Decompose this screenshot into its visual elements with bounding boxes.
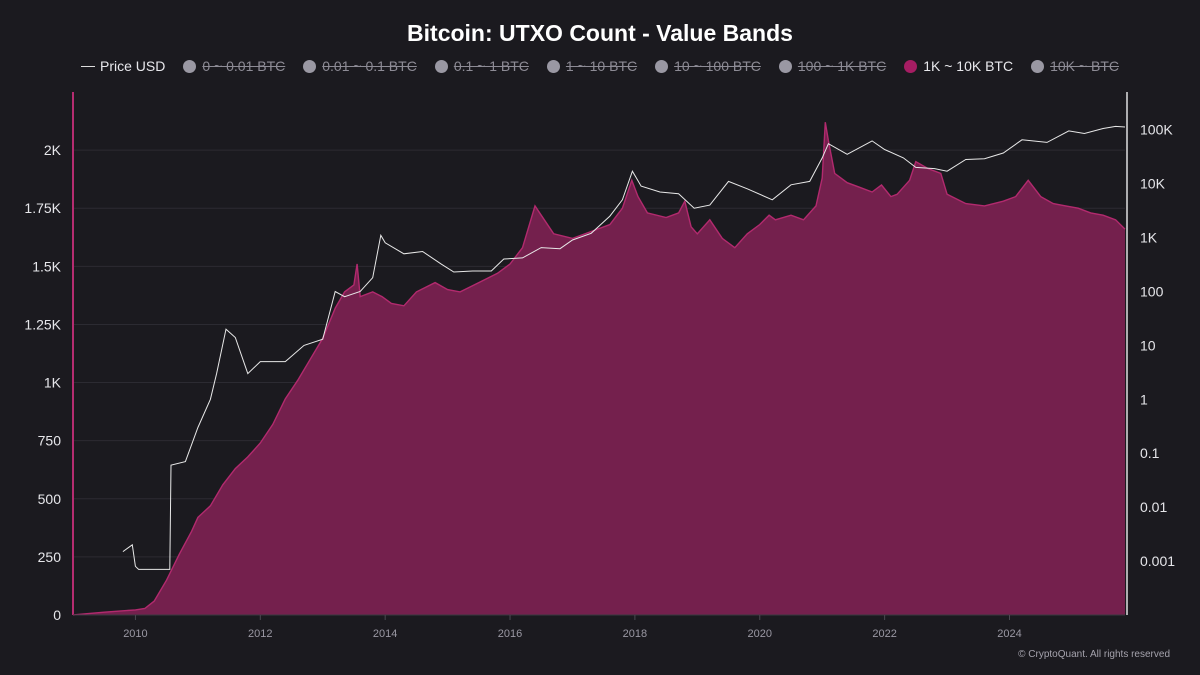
y-right-tick-label: 0.001 [1140, 553, 1175, 569]
series-line-price-usd [122, 125, 1126, 570]
x-tick-label: 2022 [872, 628, 896, 640]
x-tick-label: 2010 [123, 628, 147, 640]
y-right-tick-label: 1K [1140, 230, 1158, 246]
legend-item[interactable]: 10K ~ BTC [1031, 58, 1119, 74]
legend-item[interactable]: 0 ~ 0.01 BTC [183, 58, 285, 74]
x-tick-label: 2018 [623, 628, 647, 640]
legend-dot-marker [778, 59, 792, 73]
y-right-tick-label: 0.01 [1140, 499, 1167, 515]
y-left-tick-label: 1.75K [24, 200, 61, 216]
legend-item[interactable]: 0.01 ~ 0.1 BTC [303, 58, 417, 74]
x-tick-label: 2016 [498, 628, 522, 640]
y-left-tick-label: 750 [38, 433, 62, 449]
y-right-tick-label: 0.1 [1140, 445, 1160, 461]
y-left-tick-label: 1.5K [32, 258, 61, 274]
legend-item[interactable]: 1 ~ 10 BTC [546, 58, 638, 74]
legend-dot-marker [303, 59, 317, 73]
y-right-tick-label: 10K [1140, 176, 1166, 192]
y-left-tick-label: 0 [53, 607, 61, 623]
legend-label: 1K ~ 10K BTC [923, 58, 1014, 74]
legend-item[interactable]: Price USD [81, 58, 165, 74]
legend-item[interactable]: 100 ~ 1K BTC [778, 58, 887, 74]
chart-title: Bitcoin: UTXO Count - Value Bands [407, 20, 793, 46]
legend-label: 0.01 ~ 0.1 BTC [322, 58, 417, 74]
x-tick-label: 2024 [997, 628, 1021, 640]
series-area-outline [72, 122, 1126, 616]
legend-dot-marker [904, 59, 918, 73]
x-tick-label: 2020 [748, 628, 772, 640]
legend-dot-marker [183, 59, 197, 73]
y-left-tick-label: 250 [38, 549, 62, 565]
legend-dot-marker [546, 59, 560, 73]
legend-label: Price USD [100, 58, 166, 74]
legend-dot-marker [1031, 59, 1045, 73]
legend-item[interactable]: 10 ~ 100 BTC [655, 58, 761, 74]
legend-label: 1 ~ 10 BTC [565, 58, 638, 74]
legend-dot-marker [434, 59, 448, 73]
y-left-tick-label: 1K [44, 375, 62, 391]
y-right-tick-label: 100K [1140, 122, 1173, 138]
legend-label: 10 ~ 100 BTC [674, 58, 761, 74]
x-tick-label: 2012 [248, 628, 272, 640]
y-left-tick-label: 500 [38, 491, 62, 507]
legend-item[interactable]: 0.1 ~ 1 BTC [434, 58, 529, 74]
y-left-tick-label: 2K [44, 142, 62, 158]
legend-label: 0.1 ~ 1 BTC [453, 58, 529, 74]
legend-label: 100 ~ 1K BTC [797, 58, 887, 74]
y-right-tick-label: 10 [1140, 337, 1156, 353]
y-right-tick-label: 100 [1140, 283, 1164, 299]
x-tick-label: 2014 [373, 628, 397, 640]
legend-label: 0 ~ 0.01 BTC [202, 58, 286, 74]
copyright-notice: © CryptoQuant. All rights reserved [1018, 649, 1170, 660]
legend-label: 10K ~ BTC [1050, 58, 1119, 74]
y-left-tick-label: 1.25K [24, 316, 61, 332]
y-right-tick-label: 1 [1140, 391, 1148, 407]
legend-item[interactable]: 1K ~ 10K BTC [904, 58, 1013, 74]
legend-dot-marker [655, 59, 669, 73]
series-area-1k-10k-btc [73, 122, 1125, 615]
chart-legend: Price USD 0 ~ 0.01 BTC 0.01 ~ 0.1 BTC 0.1 ~… [0, 58, 1200, 74]
legend-line-marker [81, 65, 95, 67]
